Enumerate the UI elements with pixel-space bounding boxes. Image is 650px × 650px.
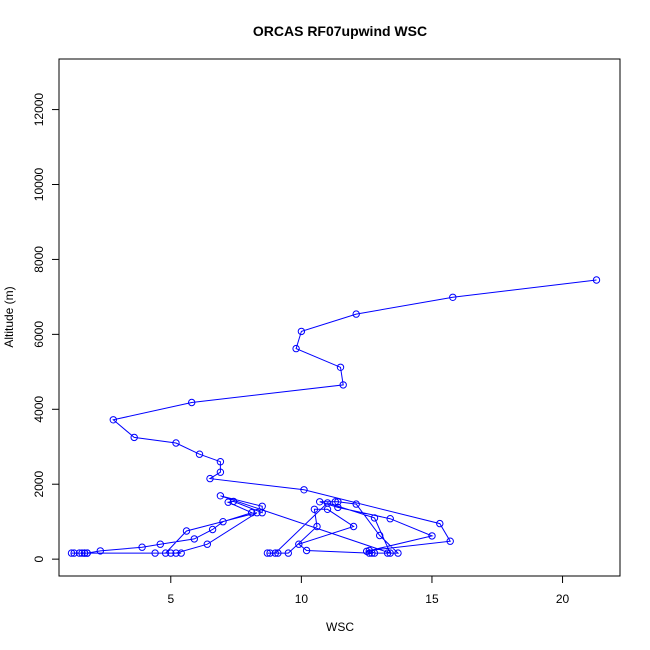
data-point xyxy=(297,327,306,336)
data-point xyxy=(182,527,191,535)
data-point xyxy=(271,549,279,557)
data-point xyxy=(302,546,311,555)
y-axis: 0 2000 4000 6000 8000 10000 12000 xyxy=(32,93,59,562)
data-point xyxy=(592,276,601,284)
plot-frame xyxy=(58,58,621,577)
data-point xyxy=(177,549,185,557)
data-point xyxy=(109,416,118,424)
data-point xyxy=(130,433,138,442)
data-point xyxy=(386,549,394,557)
data-point xyxy=(172,549,180,557)
data-point xyxy=(334,503,342,512)
plot-area xyxy=(67,276,601,557)
data-point xyxy=(352,310,360,318)
data-point xyxy=(224,498,232,506)
data-point xyxy=(151,549,159,557)
data-point xyxy=(274,549,282,557)
data-point xyxy=(229,497,238,506)
data-point xyxy=(190,535,199,543)
data-point xyxy=(83,549,91,557)
x-axis: 5 10 15 20 xyxy=(167,576,570,606)
data-point xyxy=(300,486,308,494)
data-point xyxy=(436,519,444,528)
data-points xyxy=(67,276,601,557)
data-point xyxy=(394,549,402,557)
data-point xyxy=(208,525,217,534)
data-point xyxy=(67,549,76,557)
y-tick-label: 4000 xyxy=(32,396,46,423)
data-point xyxy=(203,540,212,548)
data-point xyxy=(263,549,272,557)
y-tick-label: 12000 xyxy=(32,93,46,127)
y-tick-label: 0 xyxy=(32,555,46,562)
data-point xyxy=(216,492,225,500)
data-point xyxy=(313,522,321,531)
data-point xyxy=(370,549,379,557)
data-point xyxy=(323,499,332,507)
x-tick-label: 5 xyxy=(167,592,174,606)
data-point xyxy=(219,518,227,526)
data-point xyxy=(266,549,274,557)
data-point xyxy=(258,509,266,517)
data-point xyxy=(78,549,86,557)
data-point xyxy=(376,531,384,540)
data-point xyxy=(167,549,175,557)
data-point xyxy=(292,344,300,353)
data-point xyxy=(172,439,180,447)
data-point xyxy=(383,549,392,557)
data-point xyxy=(195,450,204,458)
data-point xyxy=(248,509,256,517)
y-tick-label: 10000 xyxy=(32,167,46,201)
data-point xyxy=(316,498,324,506)
data-point xyxy=(349,522,358,531)
x-tick-label: 10 xyxy=(295,592,309,606)
data-point xyxy=(161,549,170,557)
data-point xyxy=(206,474,214,483)
data-point xyxy=(188,398,196,407)
chart-title: ORCAS RF07upwind WSC xyxy=(253,23,427,39)
data-point xyxy=(446,537,454,545)
data-point xyxy=(75,549,84,557)
data-point xyxy=(339,381,347,389)
series-line xyxy=(71,279,597,554)
x-axis-label: WSC xyxy=(326,620,354,634)
data-point xyxy=(428,532,436,540)
x-tick-label: 20 xyxy=(556,592,570,606)
y-tick-label: 2000 xyxy=(32,471,46,498)
data-point xyxy=(216,468,225,476)
y-axis-label: Altitude (m) xyxy=(2,286,16,347)
data-point xyxy=(386,515,394,523)
data-point xyxy=(365,549,373,557)
data-point xyxy=(295,540,303,548)
data-point xyxy=(310,505,319,513)
data-point xyxy=(284,549,292,557)
data-point xyxy=(368,549,376,557)
data-point xyxy=(336,363,345,371)
data-point xyxy=(334,498,342,506)
data-point xyxy=(253,509,261,517)
data-point xyxy=(156,540,165,548)
data-point xyxy=(70,549,78,557)
data-point xyxy=(370,514,379,522)
data-point xyxy=(352,500,360,508)
y-tick-label: 6000 xyxy=(32,321,46,348)
data-point xyxy=(449,293,457,301)
data-point xyxy=(96,547,105,555)
data-point xyxy=(216,458,225,466)
data-point xyxy=(80,549,89,557)
data-point xyxy=(138,543,146,551)
x-tick-label: 15 xyxy=(425,592,439,606)
y-tick-label: 8000 xyxy=(32,246,46,273)
